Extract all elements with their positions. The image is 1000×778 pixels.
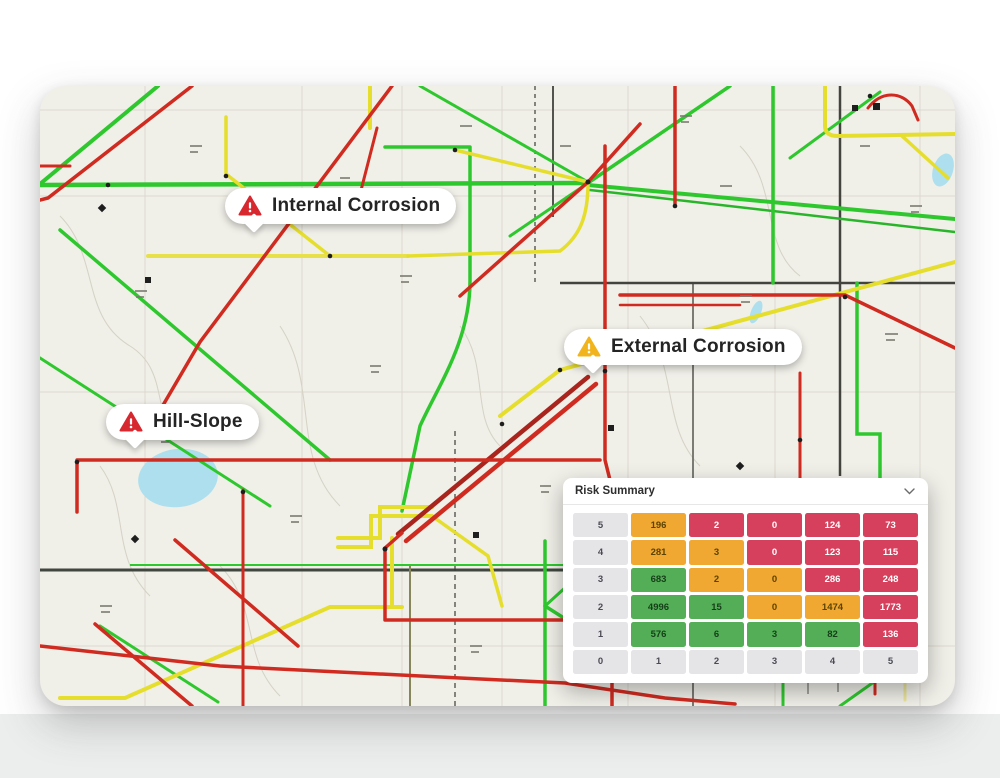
- risk-cell-high: 123: [805, 540, 860, 565]
- warning-triangle-icon: [577, 336, 601, 357]
- risk-cell-medium: 0: [747, 567, 802, 592]
- risk-cell-high: 2: [689, 513, 744, 538]
- water-layer: [138, 153, 954, 508]
- risk-cell-medium: 0: [747, 595, 802, 620]
- map-markers-layer: [74, 93, 880, 552]
- risk-cell-high: 0: [747, 513, 802, 538]
- grid-layer: [40, 86, 955, 706]
- risk-col-label: 2: [689, 649, 744, 674]
- risk-cell-low: 683: [631, 567, 686, 592]
- callout-label: Internal Corrosion: [272, 195, 441, 216]
- callout-label: Hill-Slope: [153, 411, 243, 432]
- risk-cell-medium: 3: [689, 540, 744, 565]
- risk-col-label: 3: [747, 649, 802, 674]
- risk-cell-high: 1773: [863, 595, 918, 620]
- callout-external-corrosion[interactable]: External Corrosion: [564, 329, 802, 374]
- callout-internal-corrosion[interactable]: Internal Corrosion: [225, 188, 457, 233]
- chevron-down-icon[interactable]: [902, 484, 916, 498]
- risk-cell-high: 0: [747, 540, 802, 565]
- risk-col-label: 1: [631, 649, 686, 674]
- callout-hill-slope[interactable]: Hill-Slope: [106, 404, 259, 449]
- risk-panel-title: Risk Summary: [575, 485, 655, 497]
- risk-col-label: 4: [805, 649, 860, 674]
- risk-cell-high: 73: [863, 513, 918, 538]
- risk-panel-header[interactable]: Risk Summary: [563, 478, 928, 505]
- warning-triangle-icon: [119, 411, 143, 432]
- risk-cell-medium: 281: [631, 540, 686, 565]
- risk-col-label: 5: [863, 649, 918, 674]
- risk-col-label: 0: [573, 649, 628, 674]
- risk-row-label: 2: [573, 595, 628, 620]
- risk-row-label: 5: [573, 513, 628, 538]
- risk-cell-high: 248: [863, 567, 918, 592]
- page-footer-strip: [0, 714, 1000, 778]
- risk-cell-low: 6: [689, 622, 744, 647]
- risk-cell-medium: 196: [631, 513, 686, 538]
- risk-cell-high: 136: [863, 622, 918, 647]
- risk-cell-low: 15: [689, 595, 744, 620]
- risk-cell-low: 82: [805, 622, 860, 647]
- warning-triangle-icon: [238, 195, 262, 216]
- risk-cell-high: 115: [863, 540, 918, 565]
- risk-cell-low: 576: [631, 622, 686, 647]
- risk-cell-high: 124: [805, 513, 860, 538]
- risk-matrix: 5 196 2 0 124 73 4 281 3 0 123 115 3 683 2 0 286 248 2 4996…: [563, 505, 928, 683]
- risk-row-label: 3: [573, 567, 628, 592]
- risk-cell-low: 4996: [631, 595, 686, 620]
- risk-cell-high: 286: [805, 567, 860, 592]
- callout-label: External Corrosion: [611, 336, 786, 357]
- risk-cell-medium: 2: [689, 567, 744, 592]
- risk-cell-medium: 1474: [805, 595, 860, 620]
- risk-row-label: 4: [573, 540, 628, 565]
- risk-row-label: 1: [573, 622, 628, 647]
- risk-cell-low: 3: [747, 622, 802, 647]
- risk-summary-panel: Risk Summary 5 196 2 0 124 73 4 281 3 0 123 115 3 683…: [563, 478, 928, 683]
